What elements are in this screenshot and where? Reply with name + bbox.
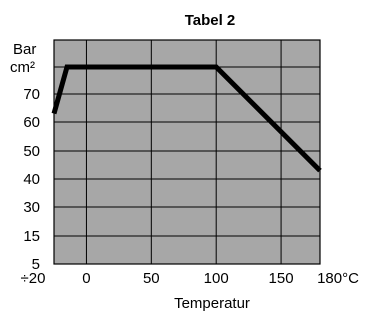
- y-tick-label: 15: [23, 228, 40, 245]
- series-line: [51, 64, 322, 173]
- y-tick-label: 5: [32, 256, 40, 273]
- x-tick-labels: ÷20 0 50 100 150 180°C: [21, 270, 360, 287]
- y-tick-label: 70: [23, 86, 40, 103]
- y-tick-labels: 5 15 30 40 50 60 70: [23, 86, 40, 273]
- x-tick-label: 0: [82, 270, 90, 287]
- x-tick-label: ÷20: [21, 270, 46, 287]
- x-axis-label: Temperatur: [174, 295, 250, 312]
- x-tick-label: 50: [143, 270, 160, 287]
- y-axis-label-bar: Bar: [13, 41, 36, 58]
- plot-area: [54, 40, 320, 264]
- x-tick-label: 150: [269, 270, 294, 287]
- x-tick-label: 100: [204, 270, 229, 287]
- plot-frame: [53, 39, 321, 265]
- chart-title: Tabel 2: [185, 12, 236, 29]
- y-tick-label: 30: [23, 199, 40, 216]
- x-tick-label: 180°C: [317, 270, 359, 287]
- y-axis-label-cm2: cm²: [10, 59, 35, 76]
- y-tick-label: 50: [23, 143, 40, 160]
- y-tick-label: 40: [23, 171, 40, 188]
- y-tick-label: 60: [23, 114, 40, 131]
